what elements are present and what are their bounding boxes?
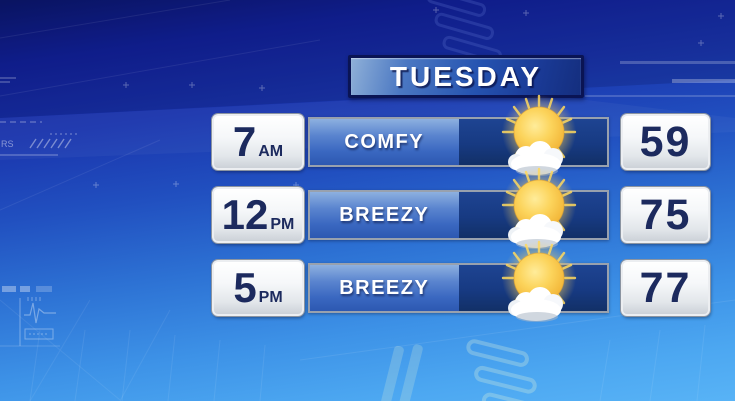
forecast-row-5pm: 5 PM BREEZY 77 — [0, 239, 735, 324]
condition-label: COMFY — [344, 130, 425, 153]
condition-label-panel: COMFY — [310, 119, 459, 165]
temperature-box: 75 — [621, 187, 710, 243]
time-value: 7 — [232, 118, 257, 165]
condition-bar: BREEZY — [308, 239, 609, 324]
time-meridiem: PM — [270, 216, 295, 233]
sun-with-cloud-icon — [500, 239, 578, 324]
condition-label-panel: BREEZY — [310, 192, 459, 238]
condition-bar: COMFY — [308, 93, 609, 178]
temperature-box: 59 — [621, 114, 710, 170]
time-box: 7 AM — [212, 114, 304, 170]
time-box: 5 PM — [212, 260, 304, 316]
condition-label: BREEZY — [339, 203, 430, 226]
forecast-row-12pm: 12 PM BREEZY 75 — [0, 166, 735, 251]
temperature-value: 59 — [639, 117, 692, 166]
time-meridiem: AM — [258, 143, 284, 160]
temperature-value: 75 — [639, 190, 692, 239]
condition-label: BREEZY — [339, 276, 430, 299]
time-box: 12 PM — [212, 187, 304, 243]
condition-bar: BREEZY — [308, 166, 609, 251]
time-meridiem: PM — [258, 289, 283, 306]
time-value: 5 — [233, 264, 257, 311]
forecast-row-7am: 7 AM COMFY 59 — [0, 93, 735, 178]
day-title: TUESDAY — [389, 60, 543, 92]
temperature-value: 77 — [639, 263, 692, 312]
time-value: 12 — [221, 191, 269, 238]
temperature-box: 77 — [621, 260, 710, 316]
condition-label-panel: BREEZY — [310, 265, 459, 311]
day-banner: TUESDAY — [348, 55, 584, 98]
